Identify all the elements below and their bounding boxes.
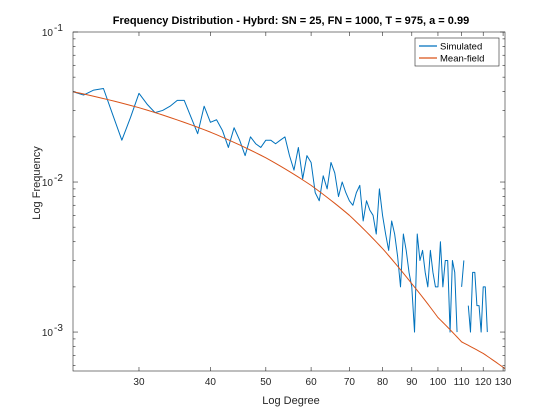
y-tick-label-exponent: -2 bbox=[54, 173, 63, 184]
y-axis-label: Log Frequency bbox=[31, 146, 43, 220]
x-tick-label: 40 bbox=[205, 377, 217, 388]
legend-entry: Simulated bbox=[440, 42, 482, 53]
y-tick-label: 10 bbox=[42, 328, 54, 339]
legend-entry: Mean-field bbox=[440, 54, 484, 65]
axes-box bbox=[72, 31, 506, 372]
y-tick-label: 10 bbox=[42, 178, 54, 189]
x-tick-label: 50 bbox=[260, 377, 272, 388]
chart-title: Frequency Distribution - Hybrd: SN = 25,… bbox=[113, 15, 469, 27]
series-group bbox=[73, 88, 505, 370]
plot-background bbox=[73, 32, 505, 371]
x-tick-label: 70 bbox=[344, 377, 356, 388]
x-tick-label: 130 bbox=[495, 377, 512, 388]
x-tick-label: 30 bbox=[133, 377, 145, 388]
y-tick-label: 10 bbox=[42, 28, 54, 39]
y-axis: 10-310-210-1 bbox=[42, 23, 505, 366]
x-tick-label: 120 bbox=[475, 377, 492, 388]
y-tick-label-exponent: -1 bbox=[54, 23, 63, 34]
plot-area bbox=[72, 31, 506, 372]
x-tick-label: 60 bbox=[306, 377, 318, 388]
legend-box bbox=[414, 37, 500, 67]
x-tick-label: 110 bbox=[454, 377, 470, 388]
series-line-mean-field bbox=[73, 91, 505, 370]
x-axis: 30 40 50 60 70 80 90 100 110 120 130 bbox=[133, 32, 512, 388]
y-tick-label-exponent: -3 bbox=[54, 323, 63, 334]
x-tick-label: 90 bbox=[406, 377, 418, 388]
series-line-simulated bbox=[73, 88, 488, 333]
x-tick-label: 80 bbox=[377, 377, 389, 388]
x-axis-label: Log Degree bbox=[262, 395, 320, 407]
x-tick-label: 100 bbox=[430, 377, 447, 388]
